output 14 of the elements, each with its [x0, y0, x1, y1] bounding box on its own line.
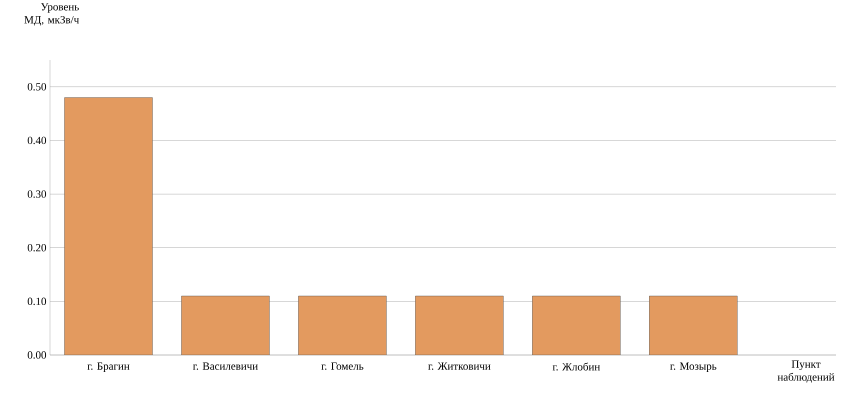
x-tick-label: г. Брагин: [87, 362, 130, 372]
y-tick-label: 0.10: [28, 298, 46, 306]
x-tick-label: г. Мозырь: [670, 362, 716, 372]
x-tick-label: г. Гомель: [321, 362, 364, 370]
y-tick-label: 0.20: [28, 244, 46, 252]
x-tick-label: г. Василевичи: [193, 362, 258, 370]
x-tick-label: г. Жлобин: [552, 362, 600, 371]
x-tick-label: г. Житковичи: [428, 362, 491, 370]
y-tick-label: 0.50: [28, 83, 46, 91]
y-axis-title: Уровень МД, мкЗв/ч: [24, 3, 79, 26]
y-tick-label: 0.30: [28, 190, 46, 198]
y-tick-label: 0.40: [28, 136, 46, 144]
y-tick-label: 0.00: [28, 351, 46, 359]
x-axis-title: Пункт наблюдений: [778, 360, 834, 383]
